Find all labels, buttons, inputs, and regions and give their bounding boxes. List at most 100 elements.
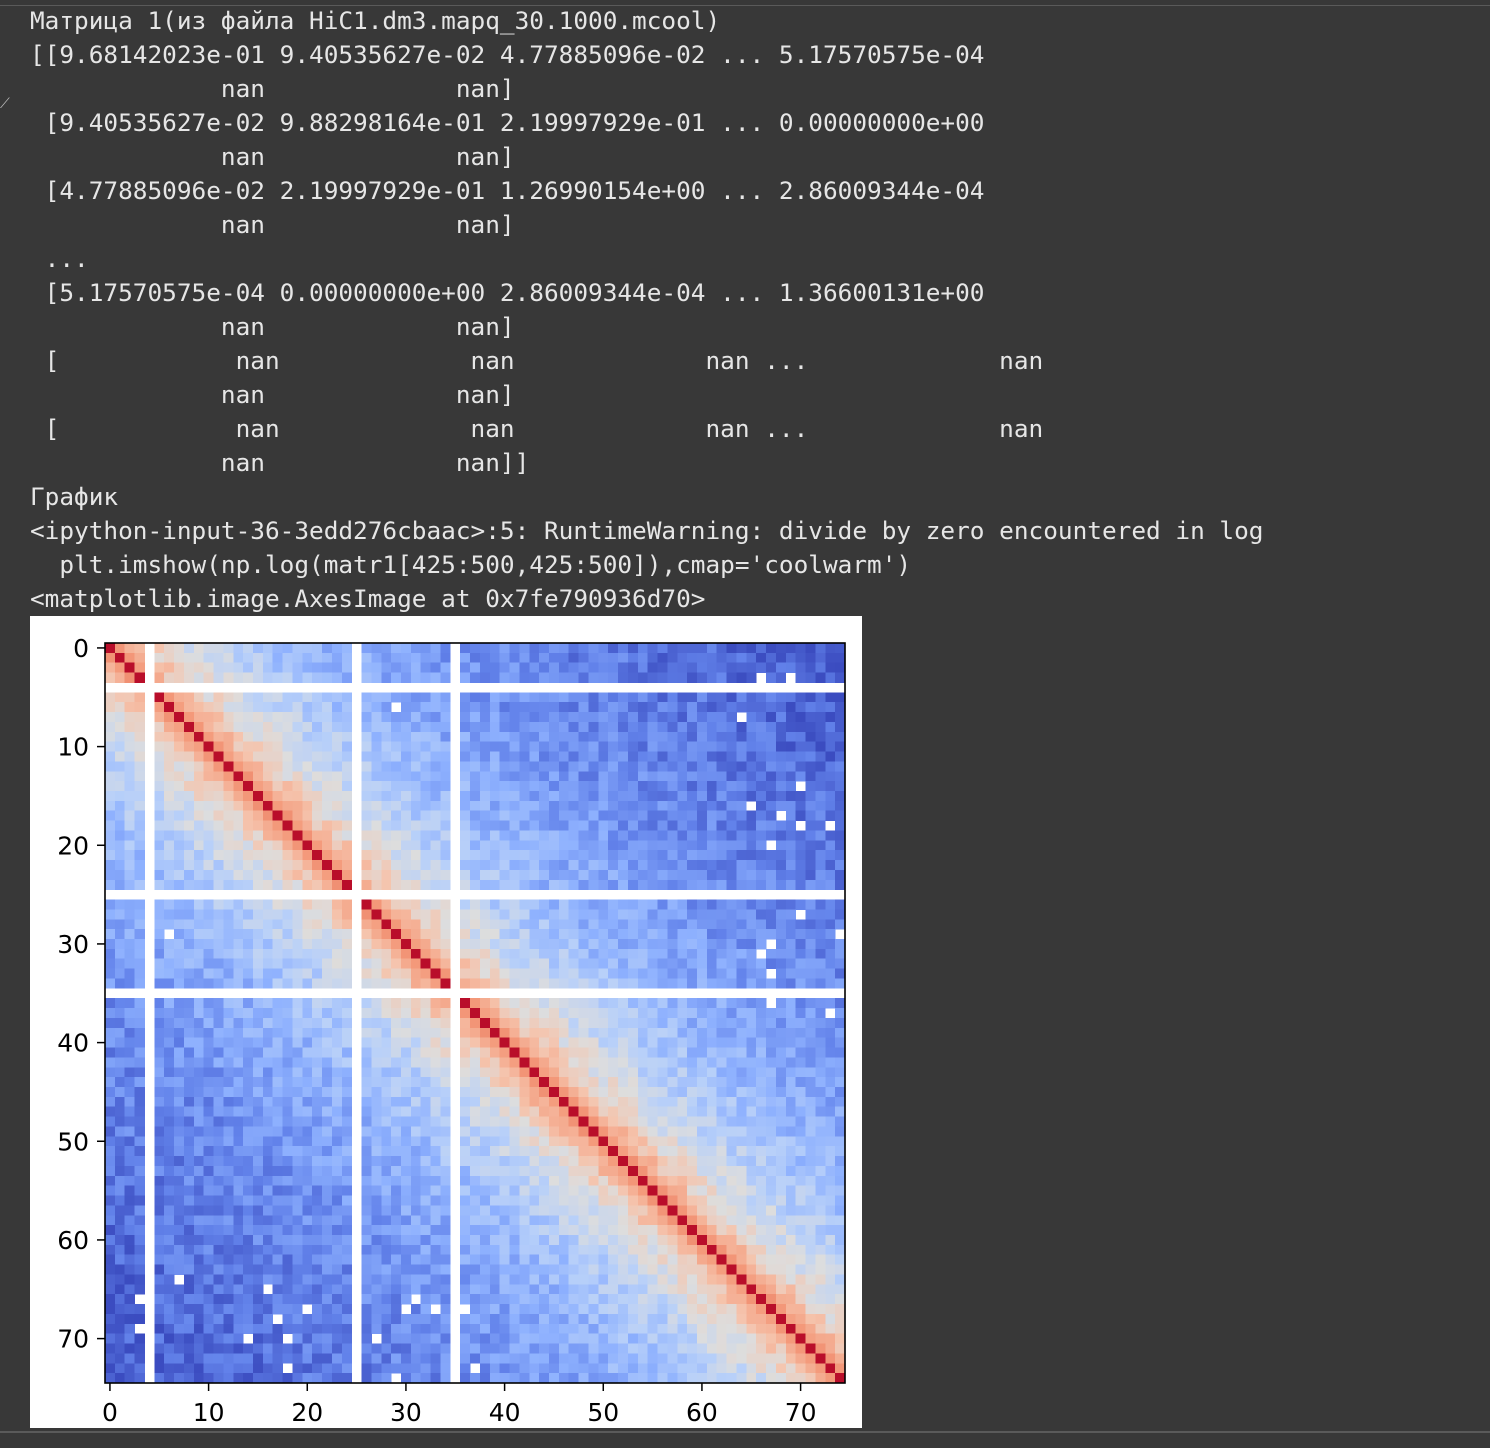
- heatmap-cell: [341, 1343, 353, 1354]
- heatmap-cell: [667, 1156, 678, 1167]
- heatmap-cell: [667, 860, 678, 871]
- heatmap-cell: [105, 1323, 116, 1335]
- heatmap-cell: [509, 869, 520, 881]
- heatmap-cell: [341, 850, 353, 861]
- heatmap-cell: [460, 1244, 471, 1256]
- heatmap-cell: [479, 771, 491, 782]
- heatmap-cell: [766, 741, 777, 752]
- heatmap-cell: [381, 702, 392, 713]
- heatmap-cell: [440, 1096, 451, 1108]
- heatmap-cell: [519, 702, 530, 713]
- heatmap-cell: [578, 820, 589, 831]
- heatmap-cell: [677, 909, 688, 920]
- heatmap-cell: [371, 879, 382, 891]
- heatmap-cell: [183, 1175, 195, 1187]
- heatmap-cell: [716, 1343, 727, 1354]
- heatmap-cell: [361, 1027, 372, 1039]
- heatmap-cell: [568, 731, 579, 743]
- heatmap-cell: [272, 1185, 283, 1196]
- heatmap-cell: [114, 1205, 126, 1216]
- heatmap-cell: [312, 968, 323, 979]
- heatmap-cell: [213, 1146, 224, 1157]
- heatmap-cell: [726, 929, 737, 940]
- heatmap-cell: [489, 1165, 501, 1177]
- heatmap-cell: [489, 751, 501, 762]
- heatmap-cell: [282, 909, 293, 920]
- heatmap-cell: [657, 791, 668, 802]
- output-collapse-mark[interactable]: ⟋: [0, 96, 10, 112]
- heatmap-cell: [618, 1126, 629, 1137]
- heatmap-cell: [272, 1254, 283, 1265]
- heatmap-cell: [568, 1264, 579, 1275]
- heatmap-cell: [272, 1037, 283, 1048]
- heatmap-cell: [558, 1313, 570, 1325]
- heatmap-cell: [272, 643, 283, 654]
- heatmap-cell: [420, 692, 431, 703]
- heatmap-cell: [401, 1254, 412, 1265]
- heatmap-cell: [706, 1116, 718, 1127]
- heatmap-cell: [114, 1244, 126, 1256]
- heatmap-cell: [154, 820, 165, 831]
- heatmap-cell: [391, 840, 402, 851]
- heatmap-cell: [726, 958, 737, 969]
- heatmap-cell: [193, 1185, 205, 1196]
- heatmap-cell: [627, 1225, 639, 1236]
- heatmap-cell: [677, 998, 688, 1009]
- heatmap-cell: [618, 1106, 629, 1117]
- heatmap-cell: [253, 1175, 264, 1187]
- heatmap-cell: [193, 800, 205, 812]
- heatmap-cell: [272, 830, 283, 841]
- heatmap-cell: [420, 1225, 431, 1236]
- heatmap-cell: [785, 741, 797, 752]
- heatmap-cell: [124, 721, 135, 733]
- heatmap-cell: [470, 1027, 481, 1039]
- heatmap-cell: [223, 869, 234, 881]
- heatmap-cell: [549, 731, 560, 743]
- heatmap-cell: [105, 1254, 116, 1265]
- heatmap-cell: [697, 702, 708, 713]
- heatmap-cell: [657, 702, 668, 713]
- heatmap-cell: [647, 1165, 658, 1177]
- heatmap-cell: [164, 771, 175, 782]
- heatmap-cell: [430, 1185, 441, 1196]
- heatmap-cell: [835, 1304, 846, 1315]
- heatmap-cell: [124, 1323, 135, 1335]
- heatmap-cell: [253, 939, 264, 950]
- heatmap-cell: [381, 721, 392, 733]
- heatmap-cell: [549, 652, 560, 664]
- heatmap-cell: [519, 712, 530, 723]
- heatmap-cell: [489, 860, 501, 871]
- heatmap-cell: [489, 1353, 501, 1364]
- heatmap-cell: [164, 692, 175, 703]
- heatmap-cell: [213, 869, 224, 881]
- heatmap-cell: [401, 1165, 412, 1177]
- heatmap-cell: [775, 1096, 787, 1108]
- heatmap-cell: [489, 1313, 501, 1325]
- heatmap-cell: [795, 712, 806, 723]
- heatmap-cell: [302, 1126, 313, 1137]
- heatmap-cell: [371, 662, 382, 673]
- heatmap-cell: [272, 741, 283, 752]
- heatmap-cell: [618, 850, 629, 861]
- heatmap-cell: [114, 1274, 126, 1285]
- heatmap-cell: [736, 791, 747, 802]
- heatmap-cell: [489, 1294, 501, 1305]
- heatmap-cell: [667, 781, 678, 792]
- heatmap-cell: [549, 1037, 560, 1048]
- heatmap-cell: [706, 761, 718, 772]
- heatmap-cell: [410, 781, 422, 792]
- heatmap-cell: [835, 712, 846, 723]
- heatmap-cell: [114, 1047, 126, 1058]
- heatmap-cell: [391, 652, 402, 664]
- heatmap-cell: [391, 1235, 402, 1246]
- heatmap-cell: [124, 1027, 135, 1039]
- heatmap-cell: [331, 850, 343, 861]
- heatmap-cell: [164, 840, 175, 851]
- heatmap-cell: [588, 1146, 599, 1157]
- heatmap-cell: [440, 1077, 451, 1088]
- heatmap-cell: [312, 840, 323, 851]
- heatmap-cell: [213, 721, 224, 733]
- output-line: nan nan]: [30, 142, 515, 171]
- output-line: Матрица 1(из файла HiC1.dm3.mapq_30.1000…: [30, 6, 721, 35]
- heatmap-cell: [253, 840, 264, 851]
